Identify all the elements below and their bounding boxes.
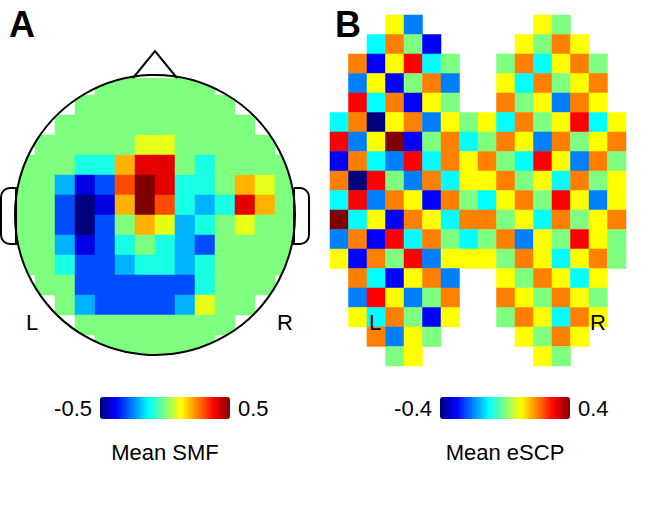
svg-text:Mean eSCP: Mean eSCP: [446, 440, 565, 465]
svg-text:R: R: [590, 310, 606, 335]
svg-text:0.4: 0.4: [578, 396, 609, 421]
svg-text:-0.4: -0.4: [394, 396, 432, 421]
svg-text:A: A: [9, 4, 35, 45]
svg-text:0.5: 0.5: [238, 396, 269, 421]
svg-text:B: B: [335, 4, 361, 45]
svg-text:L: L: [26, 310, 38, 335]
svg-text:Mean SMF: Mean SMF: [111, 440, 219, 465]
svg-text:L: L: [369, 310, 381, 335]
svg-text:R: R: [277, 310, 293, 335]
svg-text:-0.5: -0.5: [54, 396, 92, 421]
